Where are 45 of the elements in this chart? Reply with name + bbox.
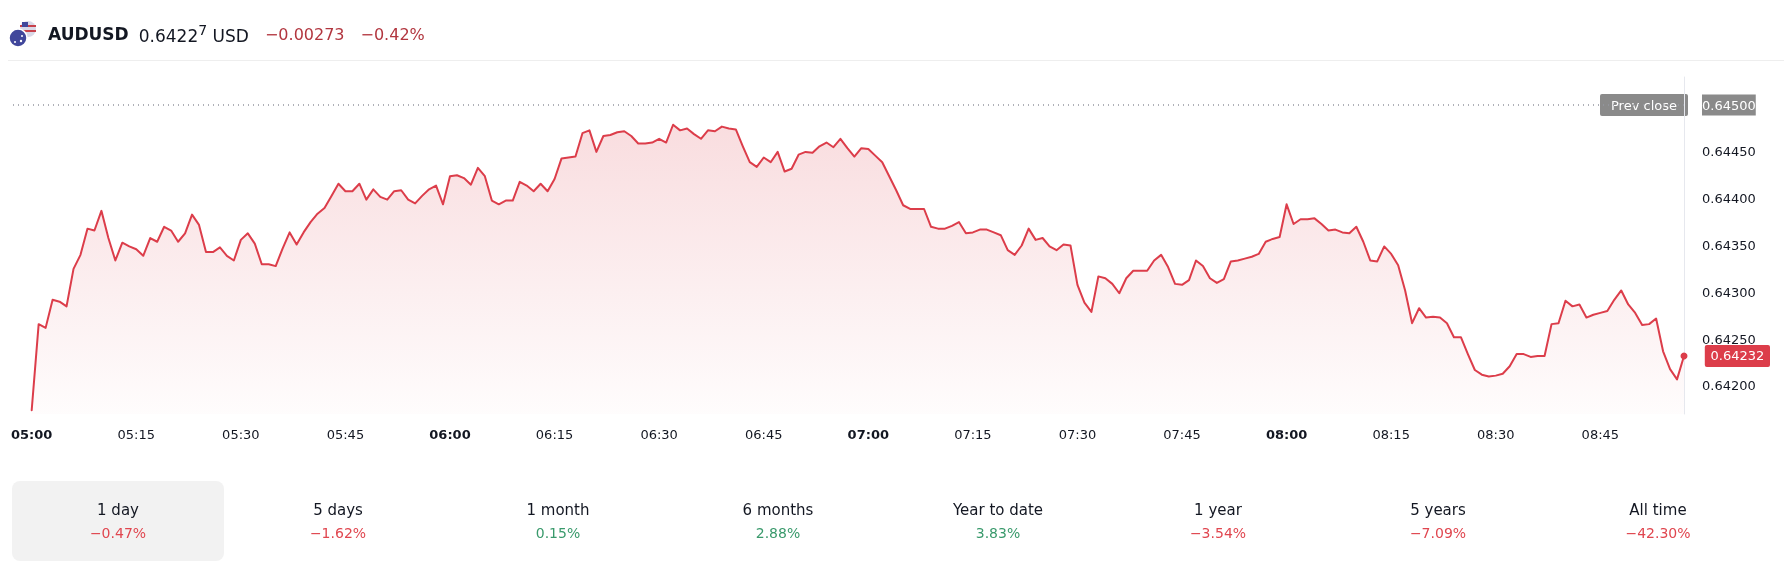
chart-subtitle: 0.6422$^{7}$ USD	[138, 22, 249, 46]
x-tick-label: 07:00	[847, 427, 889, 442]
category-label: 6 months	[742, 501, 814, 519]
data-label: 0.64232	[1710, 348, 1765, 364]
x-tick-label: 08:15	[1372, 427, 1410, 442]
text: −1.62%	[309, 525, 367, 541]
x-tick-label: 06:15	[535, 427, 574, 442]
x-tick-label: 08:00	[1265, 427, 1308, 442]
y-tick-label: 0.64400	[1702, 191, 1756, 207]
x-tick-label: 05:15	[117, 427, 155, 442]
x-tick-label: 05:00	[10, 427, 53, 442]
x-tick-label: 06:00	[429, 427, 471, 442]
text: −3.54%	[1189, 525, 1247, 541]
category-label: 1 year	[1194, 501, 1242, 519]
category-label: 5 years	[1410, 501, 1466, 519]
chart-title: AUDUSD	[48, 24, 129, 44]
text: 2.88%	[755, 525, 801, 541]
ref-line-label: Prev close	[1611, 97, 1677, 113]
category-label: 1 day	[97, 501, 139, 519]
x-tick-label: 08:45	[1581, 427, 1620, 442]
text: −42.30%	[1625, 525, 1691, 541]
category-label: 1 month	[526, 501, 590, 519]
y-tick-label: 0.64250	[1702, 331, 1756, 347]
x-tick-label: 05:30	[222, 427, 260, 442]
y-tick-label: 0.64300	[1702, 284, 1756, 300]
text: 3.83%	[975, 525, 1021, 541]
category-label: All time	[1629, 501, 1687, 519]
category-label: 5 days	[313, 501, 363, 519]
x-tick-label: 05:45	[326, 427, 365, 442]
y-tick-label: 0.64200	[1702, 378, 1756, 394]
text: −0.00273	[264, 24, 345, 44]
text: −0.42%	[360, 24, 425, 44]
category-label: Year to date	[952, 501, 1044, 519]
text: 0.15%	[535, 525, 581, 541]
y-tick-label: 0.64350	[1702, 238, 1756, 253]
x-tick-label: 06:30	[640, 427, 678, 442]
x-tick-label: 08:30	[1477, 427, 1515, 442]
x-tick-label: 07:15	[954, 427, 992, 442]
x-tick-label: 06:45	[744, 427, 783, 442]
text: −7.09%	[1409, 525, 1467, 541]
y-tick-label: 0.64450	[1702, 144, 1756, 160]
x-tick-label: 07:45	[1163, 427, 1201, 442]
x-tick-label: 07:30	[1058, 427, 1097, 442]
text: −0.47%	[89, 525, 147, 541]
y-tick-label: 0.64500	[1702, 97, 1756, 113]
